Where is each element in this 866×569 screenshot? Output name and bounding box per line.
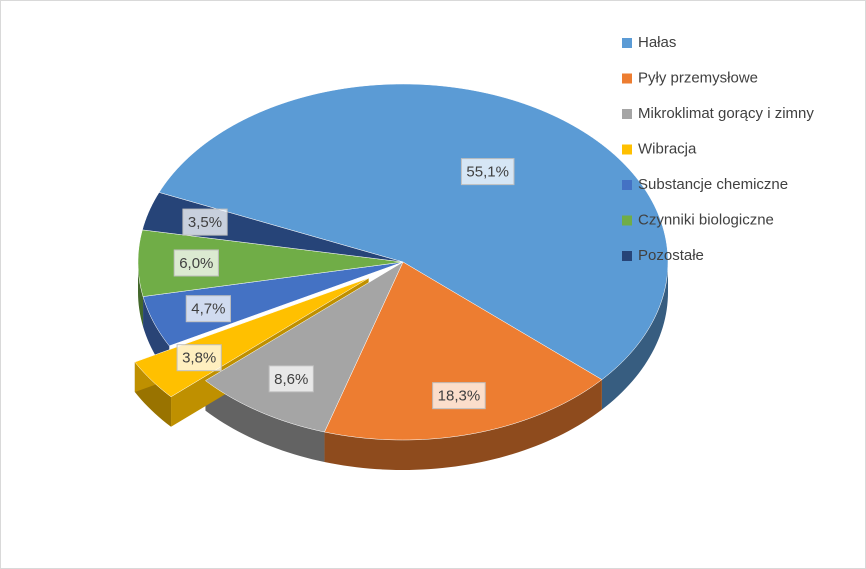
legend-label: Substancje chemiczne: [638, 176, 788, 193]
slice-side: [324, 379, 602, 470]
data-label-box: [173, 249, 219, 277]
slice: [158, 83, 669, 380]
legend-swatch: [622, 144, 632, 155]
slice: [137, 229, 404, 297]
legend-swatch: [622, 215, 632, 226]
slice-side: [205, 380, 325, 463]
slice: [142, 261, 404, 347]
slice: [204, 261, 404, 433]
data-label-box: [176, 344, 222, 372]
legend-label: Pozostałe: [638, 247, 704, 264]
legend-label: Hałas: [638, 34, 676, 51]
legend: Hałas Pyły przemysłowe Mikroklimat gorący …: [622, 34, 814, 264]
slice-side: [138, 262, 144, 327]
data-label-box: [182, 208, 228, 236]
data-label-box: [268, 365, 314, 393]
data-label-box: [185, 295, 231, 323]
legend-label: Mikroklimat gorący i zimny: [638, 105, 814, 122]
legend-label: Czynniki biologiczne: [638, 211, 774, 228]
pie: 55,1% 18,3% 8,6% 3,8% 4,7% 6,0% 3,5%: [134, 83, 669, 470]
legend-swatch: [622, 38, 632, 48]
data-label: 8,6%: [268, 365, 314, 393]
legend-swatch: [622, 73, 632, 84]
data-label: 55,1%: [460, 158, 515, 186]
legend-swatch: [622, 180, 632, 190]
data-label-text: 8,6%: [274, 371, 308, 388]
data-label-text: 3,8%: [182, 350, 216, 367]
data-label: 3,5%: [182, 208, 228, 236]
legend-label: Pyły przemysłowe: [638, 69, 758, 86]
legend-swatch: [622, 251, 632, 261]
data-label: 3,8%: [176, 344, 222, 372]
data-label-box: [432, 382, 486, 410]
data-label-text: 4,7%: [191, 301, 225, 318]
legend-label: Wibracja: [638, 140, 697, 157]
data-label: 6,0%: [173, 249, 219, 277]
data-label-box: [460, 158, 515, 186]
data-label-text: 55,1%: [466, 164, 509, 181]
legend-swatch: [622, 109, 632, 119]
data-label: 4,7%: [185, 295, 231, 323]
data-label: 18,3%: [432, 382, 486, 410]
data-label-text: 18,3%: [438, 388, 481, 405]
slice: [324, 261, 603, 441]
slice-side: [601, 262, 668, 410]
data-label-text: 3,5%: [188, 214, 222, 231]
data-label-text: 6,0%: [179, 255, 213, 272]
